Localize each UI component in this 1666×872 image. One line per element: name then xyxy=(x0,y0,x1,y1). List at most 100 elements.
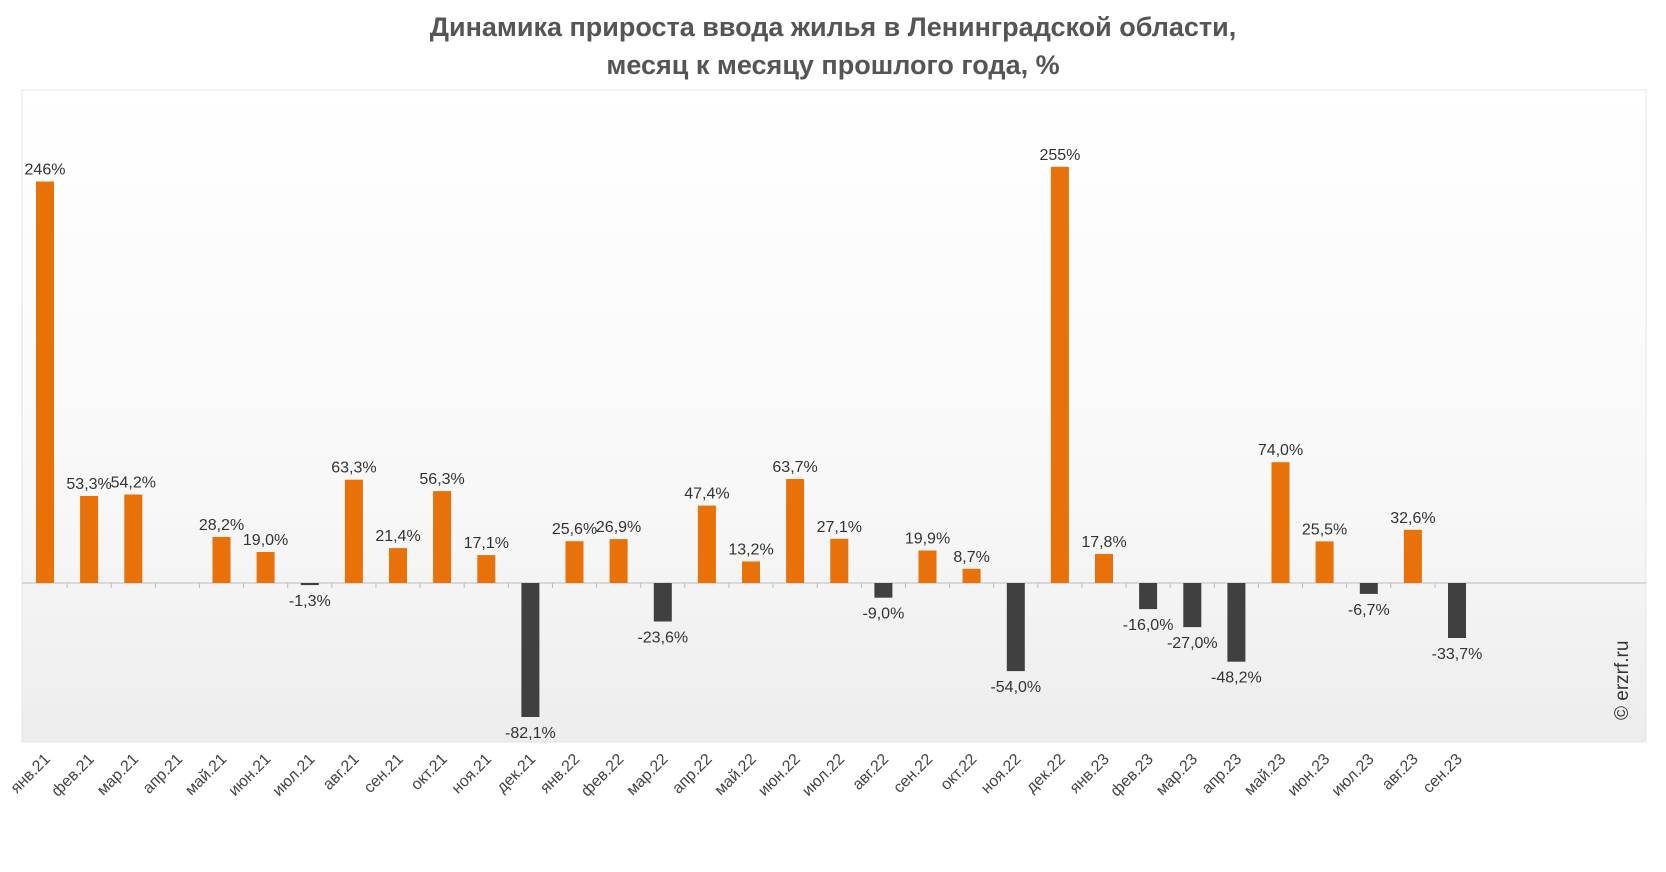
data-label: 74,0% xyxy=(1258,442,1303,459)
bar-авг.21 xyxy=(344,479,363,583)
x-tick-label: ноя.22 xyxy=(978,751,1024,797)
data-label: -9,0% xyxy=(863,606,905,623)
x-tick-label: фев.23 xyxy=(1108,751,1157,800)
bar-май.22 xyxy=(742,561,760,583)
chart-title-line-2: месяц к месяцу прошлого года, % xyxy=(606,50,1060,80)
bar-июн.22 xyxy=(786,479,805,583)
data-label: -33,7% xyxy=(1432,646,1483,663)
x-tick-label: сен.22 xyxy=(890,751,936,797)
x-tick-label: янв.21 xyxy=(8,751,54,797)
bar-сен.23 xyxy=(1448,583,1466,638)
bar-май.21 xyxy=(212,537,231,583)
bar-авг.22 xyxy=(874,583,893,598)
data-label: 26,9% xyxy=(596,519,641,536)
x-tick-label: окт.21 xyxy=(408,751,451,794)
x-tick-label: мар.21 xyxy=(94,751,142,799)
bar-фев.22 xyxy=(609,539,628,583)
data-label: 47,4% xyxy=(684,486,729,503)
x-tick-label: апр.22 xyxy=(669,751,716,798)
bar-окт.21 xyxy=(433,491,452,583)
data-label: 32,6% xyxy=(1390,510,1435,527)
data-label: 63,3% xyxy=(331,460,376,477)
bar-май.23 xyxy=(1271,462,1290,583)
data-label: 255% xyxy=(1039,147,1080,164)
data-label: 19,9% xyxy=(905,531,950,548)
data-label: 13,2% xyxy=(728,542,773,559)
bar-июл.21 xyxy=(300,583,319,586)
bar-мар.23 xyxy=(1183,583,1202,628)
x-tick-label: авг.23 xyxy=(1379,751,1422,794)
bar-мар.21 xyxy=(124,494,143,583)
bar-апр.23 xyxy=(1227,583,1246,662)
bar-дек.21 xyxy=(521,583,540,717)
x-tick-label: май.23 xyxy=(1241,751,1289,799)
x-tick-label: мар.22 xyxy=(624,751,672,799)
bar-июл.22 xyxy=(830,538,849,583)
bar-июн.23 xyxy=(1315,541,1334,583)
chart-title: Динамика прироста ввода жилья в Ленингра… xyxy=(0,8,1666,84)
x-tick-label: сен.21 xyxy=(361,751,407,797)
x-tick-label: окт.22 xyxy=(937,751,980,794)
x-tick-label: дек.22 xyxy=(1023,751,1069,797)
bar-июл.23 xyxy=(1359,583,1378,594)
bar-ноя.22 xyxy=(1006,583,1025,672)
data-label: 21,4% xyxy=(375,528,420,545)
bar-авг.23 xyxy=(1403,529,1422,583)
plot-area xyxy=(21,89,1647,743)
x-tick-label: апр.21 xyxy=(140,751,187,798)
data-label: 19,0% xyxy=(243,532,288,549)
x-tick-label: янв.23 xyxy=(1067,751,1113,797)
bar-фев.21 xyxy=(80,496,99,583)
x-tick-label: апр.23 xyxy=(1199,751,1246,798)
bar-окт.22 xyxy=(962,568,981,583)
data-label: 246% xyxy=(25,162,66,179)
data-label: 27,1% xyxy=(817,519,862,536)
data-label: 25,6% xyxy=(552,521,597,538)
data-label: 8,7% xyxy=(953,549,989,566)
bar-сен.22 xyxy=(918,550,937,583)
bar-янв.22 xyxy=(565,541,584,583)
x-tick-label: сен.23 xyxy=(1420,751,1466,797)
bars-layer xyxy=(22,166,1646,717)
x-tick-label: янв.22 xyxy=(537,751,583,797)
data-label: 56,3% xyxy=(419,471,464,488)
x-tick-label: авг.21 xyxy=(320,751,363,794)
data-label: -1,3% xyxy=(289,593,331,610)
bar-ноя.21 xyxy=(477,555,496,583)
x-tick-label: ноя.21 xyxy=(449,751,495,797)
data-label: -48,2% xyxy=(1211,670,1262,687)
chart-title-line-1: Динамика прироста ввода жилья в Ленингра… xyxy=(429,12,1237,42)
x-tick-label: дек.21 xyxy=(494,751,540,797)
bar-фев.23 xyxy=(1139,583,1158,610)
data-label: -23,6% xyxy=(637,630,688,647)
data-label: 63,7% xyxy=(772,459,817,476)
x-tick-label: май.22 xyxy=(712,751,760,799)
x-tick-label: июн.21 xyxy=(226,751,275,800)
bar-июн.21 xyxy=(256,552,275,583)
data-label: 17,1% xyxy=(464,535,509,552)
bar-янв.23 xyxy=(1095,554,1113,583)
bar-дек.22 xyxy=(1050,166,1069,584)
data-label: 28,2% xyxy=(199,517,244,534)
data-label: 53,3% xyxy=(66,476,111,493)
data-label: 54,2% xyxy=(111,475,156,492)
x-tick-label: мар.23 xyxy=(1153,751,1201,799)
data-label: -16,0% xyxy=(1123,617,1174,634)
x-tick-label: июл.21 xyxy=(270,751,319,800)
bar-мар.22 xyxy=(653,583,672,622)
bar-апр.22 xyxy=(697,505,716,583)
x-tick-label: июн.23 xyxy=(1285,751,1334,800)
watermark: © erzrf.ru xyxy=(1612,640,1633,720)
x-tick-label: июл.22 xyxy=(799,751,848,800)
x-tick-label: авг.22 xyxy=(849,751,892,794)
x-tick-label: фев.21 xyxy=(49,751,98,800)
data-label: -6,7% xyxy=(1348,602,1390,619)
x-tick-label: июн.22 xyxy=(755,751,804,800)
data-label: -27,0% xyxy=(1167,635,1218,652)
bar-сен.21 xyxy=(389,548,407,583)
data-label: 17,8% xyxy=(1081,534,1126,551)
x-tick-label: фев.22 xyxy=(578,751,627,800)
data-labels-layer: 246% 53,3%54,2% 28,2%19,0% -1,3% 63,3% 21,4% 5… xyxy=(25,147,1483,742)
data-label: -82,1% xyxy=(505,725,556,742)
